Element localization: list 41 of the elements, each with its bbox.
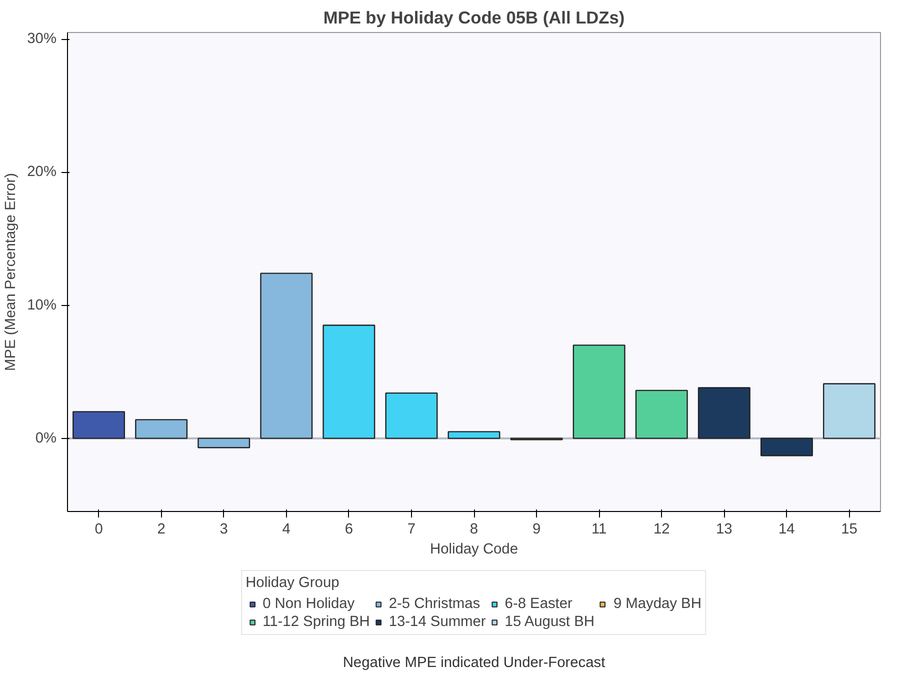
bar xyxy=(572,344,626,439)
legend-label: 2-5 Christmas xyxy=(388,596,480,612)
x-tick-label: 8 xyxy=(470,522,478,538)
bar xyxy=(72,411,126,439)
bar xyxy=(322,324,376,439)
x-tick-label: 14 xyxy=(778,522,795,538)
bar xyxy=(260,272,313,439)
x-tick-label: 11 xyxy=(591,522,607,538)
x-tick-label: 15 xyxy=(841,522,858,538)
legend-label: 13-14 Summer xyxy=(388,614,486,630)
x-tick-label: 6 xyxy=(344,522,354,538)
x-axis-title: Holiday Code xyxy=(430,542,518,558)
bar xyxy=(760,438,813,456)
legend-label: 6-8 Easter xyxy=(504,596,572,612)
bar xyxy=(822,383,876,439)
y-tick-label: 30% xyxy=(27,31,57,48)
x-tick-label: 3 xyxy=(220,522,228,538)
y-tick-label: 0% xyxy=(35,430,57,446)
chart-title: MPE by Holiday Code 05B (All LDZs) xyxy=(323,8,625,28)
legend-title: Holiday Group xyxy=(246,575,340,591)
y-tick-label: 10% xyxy=(27,297,57,314)
text: Negative MPE indicated Under-Forecast xyxy=(342,654,606,671)
x-tick-label: 13 xyxy=(716,522,732,538)
legend-label: 0 Non Holiday xyxy=(262,596,355,612)
y-axis-title: MPE (Mean Percentage Error) xyxy=(3,173,20,371)
x-tick-label: 4 xyxy=(282,522,290,538)
x-tick-label: 0 xyxy=(94,522,103,538)
legend-label: 9 Mayday BH xyxy=(613,596,702,612)
bar xyxy=(135,419,188,439)
y-tick-label: 20% xyxy=(27,164,57,180)
x-tick-label: 9 xyxy=(532,522,541,538)
x-tick-label: 2 xyxy=(157,522,166,538)
legend-label: 11-12 Spring BH xyxy=(262,614,370,630)
bar xyxy=(448,431,500,439)
legend-label: 15 August BH xyxy=(504,614,594,630)
bar xyxy=(385,392,438,439)
x-tick-label: 12 xyxy=(653,522,670,538)
bar xyxy=(698,387,750,439)
bar xyxy=(635,390,688,439)
bar xyxy=(198,438,250,448)
x-tick-label: 7 xyxy=(407,522,416,538)
